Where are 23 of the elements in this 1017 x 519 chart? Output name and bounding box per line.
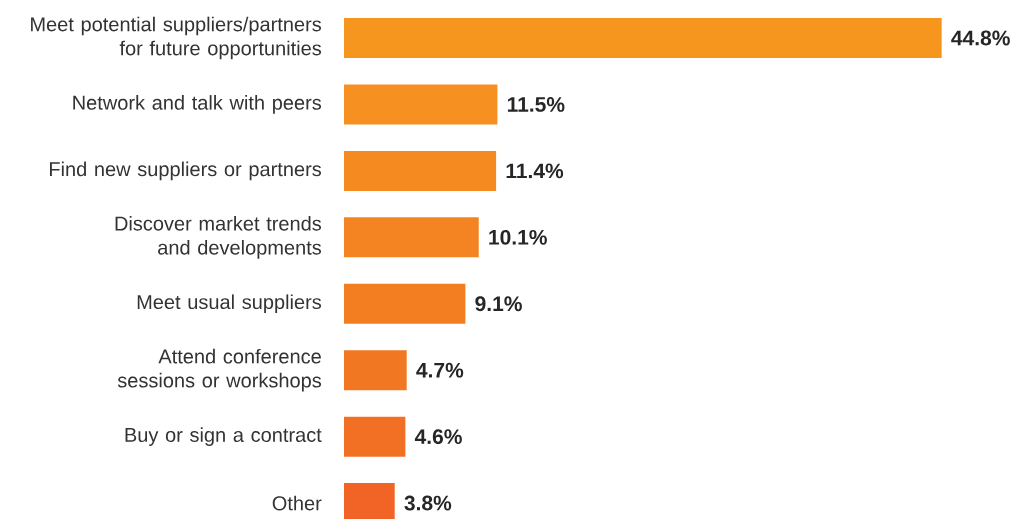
data-label: 9.1% xyxy=(475,296,522,312)
y-tick-label: Meet potential suppliers/partners for future opportunities xyxy=(31,16,322,60)
bar xyxy=(344,150,497,191)
bar xyxy=(344,416,406,457)
y-tick-label: Network and talk with peers xyxy=(73,95,322,114)
y-tick-label: Attend conference sessions or workshops xyxy=(117,348,322,392)
data-label: 11.5% xyxy=(507,97,565,112)
data-label: 44.8% xyxy=(951,30,1010,46)
data-label: 3.8% xyxy=(404,495,452,511)
data-label: 4.6% xyxy=(414,429,462,445)
y-tick-label: Discover market trends and developments xyxy=(115,215,322,259)
y-tick-label: Meet usual suppliers xyxy=(137,294,322,314)
data-label: 4.7% xyxy=(416,362,464,378)
y-tick-label: Find new suppliers or partners xyxy=(49,161,322,181)
y-tick-label: Other xyxy=(272,495,322,511)
bar xyxy=(344,283,466,324)
bar xyxy=(344,84,498,125)
data-label: 11.4% xyxy=(506,163,564,179)
bar xyxy=(344,18,942,58)
bar xyxy=(344,350,407,391)
y-tick-label: Buy or sign a contract xyxy=(125,427,322,446)
bar xyxy=(344,217,479,258)
data-label: 10.1% xyxy=(489,229,547,245)
